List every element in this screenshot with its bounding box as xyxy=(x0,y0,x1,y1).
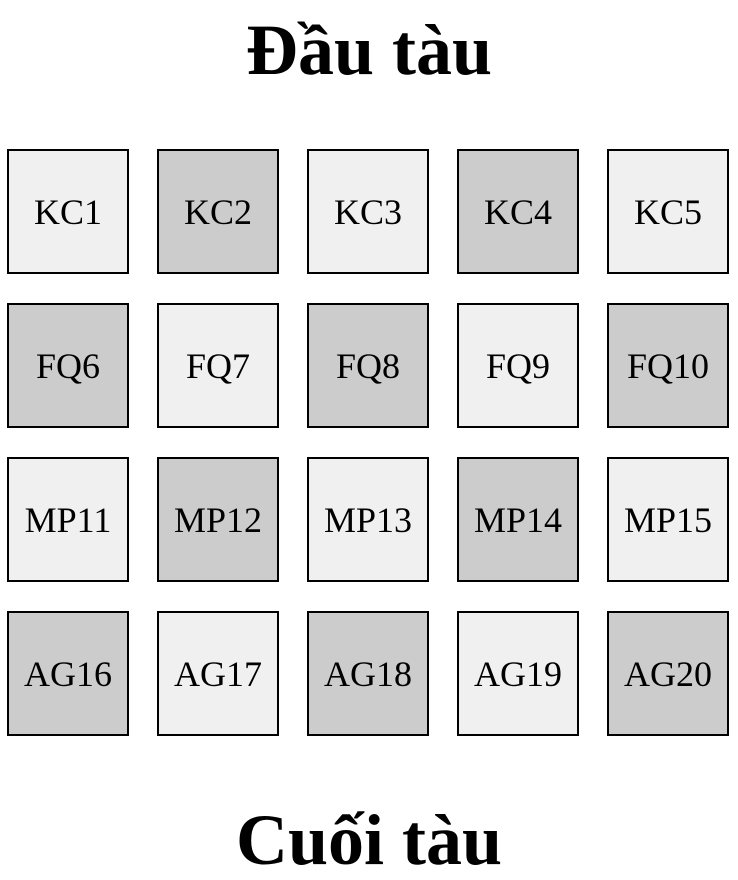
train-car[interactable]: MP13 xyxy=(307,457,429,582)
train-car[interactable]: MP15 xyxy=(607,457,729,582)
train-car[interactable]: AG16 xyxy=(7,611,129,736)
train-car[interactable]: KC1 xyxy=(7,149,129,274)
train-car[interactable]: KC2 xyxy=(157,149,279,274)
train-car[interactable]: FQ6 xyxy=(7,303,129,428)
tail-of-train-title: Cuối tàu xyxy=(235,800,503,880)
train-car[interactable]: MP14 xyxy=(457,457,579,582)
train-car[interactable]: FQ9 xyxy=(457,303,579,428)
train-car[interactable]: FQ10 xyxy=(607,303,729,428)
train-car[interactable]: AG20 xyxy=(607,611,729,736)
train-car[interactable]: MP12 xyxy=(157,457,279,582)
train-car[interactable]: FQ7 xyxy=(157,303,279,428)
train-car[interactable]: MP11 xyxy=(7,457,129,582)
train-car[interactable]: KC5 xyxy=(607,149,729,274)
train-car[interactable]: AG18 xyxy=(307,611,429,736)
head-of-train-title: Đầu tàu xyxy=(245,10,493,90)
train-car[interactable]: KC3 xyxy=(307,149,429,274)
train-car[interactable]: FQ8 xyxy=(307,303,429,428)
train-car[interactable]: AG19 xyxy=(457,611,579,736)
train-car[interactable]: KC4 xyxy=(457,149,579,274)
train-car[interactable]: AG17 xyxy=(157,611,279,736)
